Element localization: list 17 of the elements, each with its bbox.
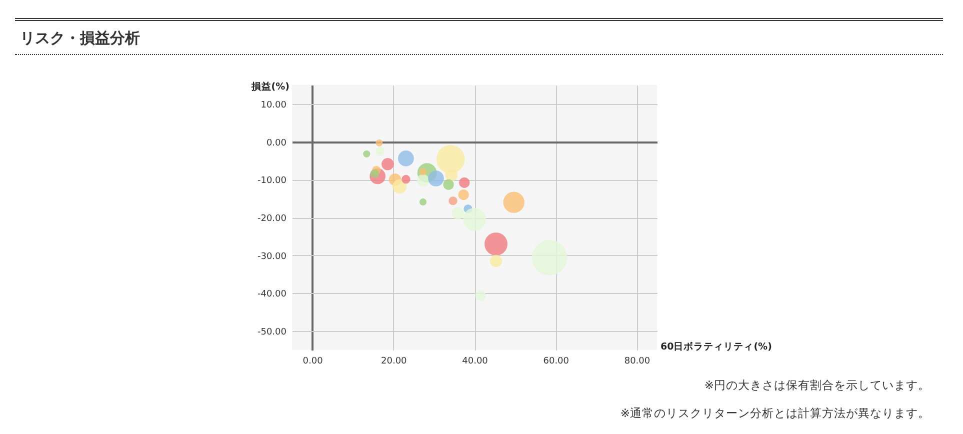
y-tick-label: 0.00 (266, 138, 287, 148)
y-tick-label: -10.00 (257, 176, 287, 186)
x-tick-label: 0.00 (302, 356, 324, 366)
y-tick-label: 10.00 (260, 100, 287, 110)
x-axis-title: 60日ボラティリティ(%) (660, 340, 772, 352)
y-tick-label: -20.00 (257, 214, 287, 224)
x-tick-label: 60.00 (543, 356, 570, 366)
x-tick-label: 40.00 (462, 356, 488, 366)
y-tick-label: -50.00 (257, 328, 287, 338)
x-tick-label: 20.00 (381, 356, 408, 366)
y-tick-label: -30.00 (257, 252, 287, 262)
y-tick-label: -40.00 (257, 290, 287, 300)
text: リスク・損益分析 (15, 18, 943, 55)
y-axis-title: 損益(%) (250, 80, 290, 92)
text: ※通常のリスクリターン分析とは計算方法が異なります。 (620, 406, 930, 421)
text: ※円の大きさは保有割合を示しています。 (704, 378, 930, 393)
x-tick-label: 80.00 (624, 356, 650, 366)
